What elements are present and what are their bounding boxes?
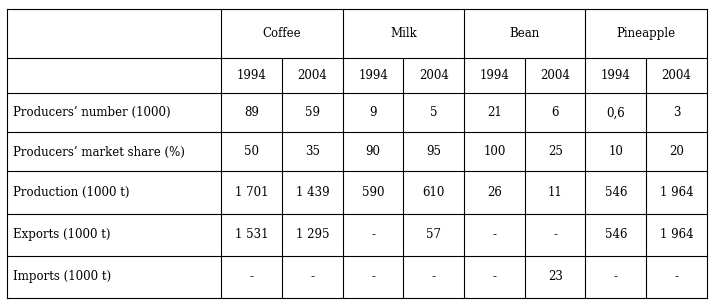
Text: 95: 95 xyxy=(426,145,441,158)
Text: 3: 3 xyxy=(673,106,680,119)
Text: 57: 57 xyxy=(426,228,441,241)
Text: 100: 100 xyxy=(483,145,506,158)
Text: 2004: 2004 xyxy=(298,69,327,82)
Text: 1994: 1994 xyxy=(601,69,630,82)
Text: 1994: 1994 xyxy=(358,69,388,82)
Text: Producers’ number (1000): Producers’ number (1000) xyxy=(13,106,171,119)
Text: 20: 20 xyxy=(669,145,684,158)
Text: 2004: 2004 xyxy=(419,69,448,82)
Text: 610: 610 xyxy=(423,186,445,199)
Text: Bean: Bean xyxy=(510,27,540,40)
Text: 25: 25 xyxy=(548,145,563,158)
Text: -: - xyxy=(311,270,314,283)
Text: 1 964: 1 964 xyxy=(660,186,693,199)
Text: Exports (1000 t): Exports (1000 t) xyxy=(13,228,111,241)
Text: Production (1000 t): Production (1000 t) xyxy=(13,186,129,199)
Text: 5: 5 xyxy=(430,106,438,119)
Text: 1 531: 1 531 xyxy=(235,228,268,241)
Text: 35: 35 xyxy=(305,145,320,158)
Text: 59: 59 xyxy=(305,106,320,119)
Text: -: - xyxy=(250,270,253,283)
Text: -: - xyxy=(675,270,678,283)
Text: -: - xyxy=(432,270,436,283)
Text: Pineapple: Pineapple xyxy=(617,27,675,40)
Text: -: - xyxy=(493,270,496,283)
Text: Coffee: Coffee xyxy=(263,27,301,40)
Text: 0,6: 0,6 xyxy=(606,106,625,119)
Text: 21: 21 xyxy=(487,106,502,119)
Text: Imports (1000 t): Imports (1000 t) xyxy=(13,270,111,283)
Text: 1994: 1994 xyxy=(480,69,509,82)
Text: 50: 50 xyxy=(244,145,259,158)
Text: 90: 90 xyxy=(366,145,381,158)
Text: 1 701: 1 701 xyxy=(235,186,268,199)
Text: 1 295: 1 295 xyxy=(296,228,329,241)
Text: -: - xyxy=(371,228,375,241)
Text: Milk: Milk xyxy=(390,27,417,40)
Text: 546: 546 xyxy=(605,228,627,241)
Text: 10: 10 xyxy=(608,145,623,158)
Text: 1 439: 1 439 xyxy=(296,186,329,199)
Text: 546: 546 xyxy=(605,186,627,199)
Text: -: - xyxy=(614,270,618,283)
Text: 590: 590 xyxy=(362,186,384,199)
Text: -: - xyxy=(553,228,557,241)
Text: 89: 89 xyxy=(244,106,259,119)
Text: 2004: 2004 xyxy=(662,69,691,82)
Text: 23: 23 xyxy=(548,270,563,283)
Text: 1994: 1994 xyxy=(237,69,266,82)
Text: Producers’ market share (%): Producers’ market share (%) xyxy=(13,145,185,158)
Text: -: - xyxy=(371,270,375,283)
Text: -: - xyxy=(493,228,496,241)
Text: 11: 11 xyxy=(548,186,563,199)
Text: 2004: 2004 xyxy=(540,69,570,82)
Text: 1 964: 1 964 xyxy=(660,228,693,241)
Text: 9: 9 xyxy=(369,106,377,119)
Text: 26: 26 xyxy=(487,186,502,199)
Text: 6: 6 xyxy=(551,106,559,119)
